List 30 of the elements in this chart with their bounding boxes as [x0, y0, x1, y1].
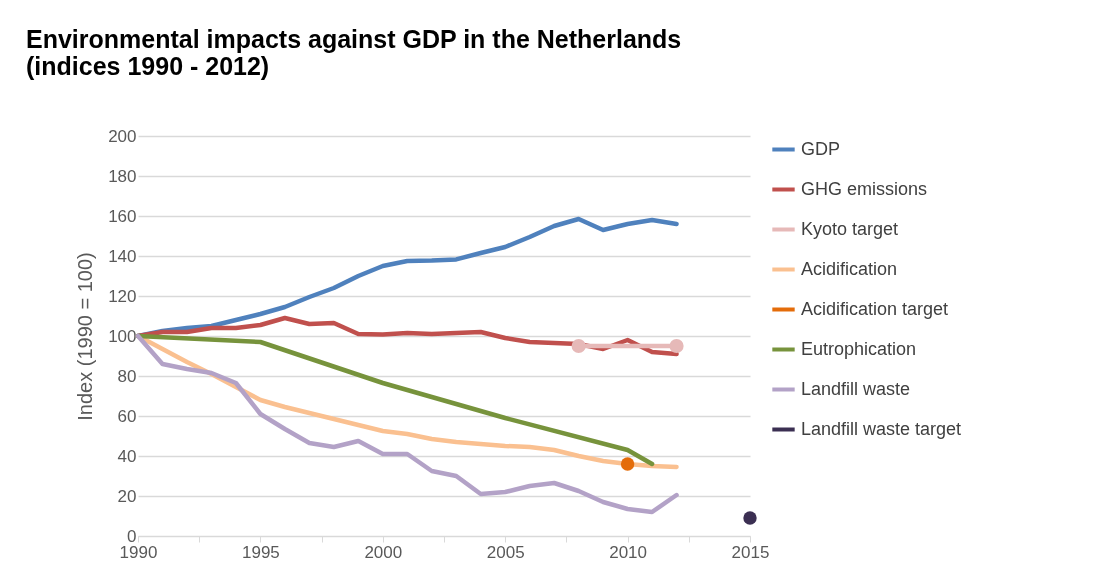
y-tick-label: 100 [108, 326, 137, 346]
y-tick-label: 60 [117, 406, 137, 426]
y-tick-label: 140 [108, 246, 137, 266]
y-tick-label: 160 [108, 206, 137, 226]
point [571, 338, 586, 354]
legend-label: Acidification target [801, 298, 949, 319]
y-tick-label: 180 [108, 166, 137, 186]
legend-label: Acidification [801, 258, 898, 279]
x-tick-label: 2005 [486, 542, 525, 562]
y-tick-label: 120 [108, 286, 137, 306]
point [669, 338, 684, 354]
y-tick-label: 20 [117, 486, 137, 506]
legend-label: Landfill waste target [801, 418, 962, 439]
legend-label: GDP [801, 138, 841, 159]
legend-label: Landfill waste [801, 378, 911, 399]
x-tick-label: 2000 [364, 542, 403, 562]
legend-label: Eutrophication [801, 338, 917, 359]
legend-label: Kyoto target [801, 218, 899, 239]
y-tick-label: 80 [117, 366, 137, 386]
x-tick-label: 2010 [609, 542, 648, 562]
y-tick-label: 40 [117, 446, 137, 466]
x-tick-label: 2015 [731, 542, 770, 562]
chart-title: Environmental impacts against GDP in the Netherlands (indices 1990 - 2012) [26, 25, 682, 80]
x-tick-label: 1995 [241, 542, 280, 562]
point [743, 511, 757, 525]
y-tick-label: 200 [108, 126, 137, 146]
y-axis-title: Index (1990 = 100) [74, 252, 97, 421]
line-series [135, 333, 679, 515]
legend-label: GHG emissions [801, 178, 928, 199]
point [620, 457, 635, 471]
